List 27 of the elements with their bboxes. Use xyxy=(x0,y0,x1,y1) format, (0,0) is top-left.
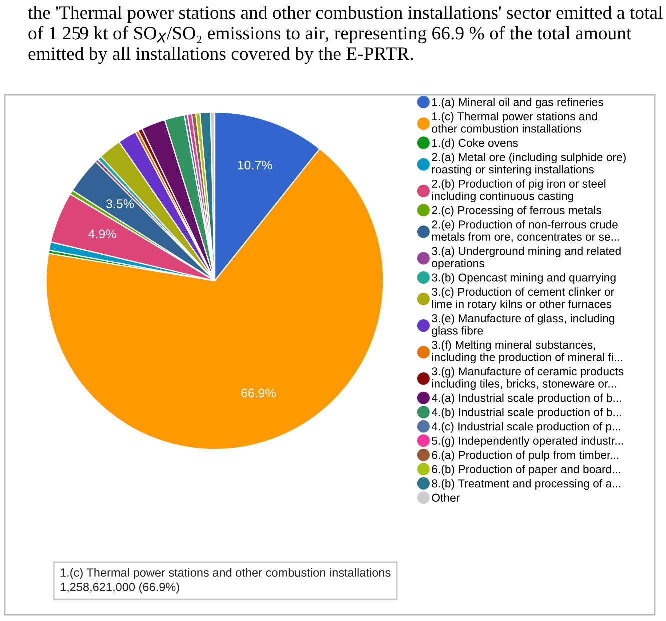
legend-label: 6.(b) Production of paper and board... xyxy=(432,465,621,476)
legend-label: 2.(c) Processing of ferrous metals xyxy=(432,206,602,217)
legend-label: 8.(b) Treatment and processing of a... xyxy=(432,479,621,490)
data-label: 4.9% xyxy=(88,230,116,239)
legend-label: 3.(a) Underground mining and related operations xyxy=(432,246,621,270)
data-label: 3.5% xyxy=(106,200,134,208)
legend-label: 3.(g) Manufacture of ceramic products including tiles, bricks, stoneware or... xyxy=(432,367,624,390)
legend-label: 1.(d) Coke ovens xyxy=(432,138,518,150)
legend-label: 6.(a) Production of pulp from timber... xyxy=(432,450,619,462)
legend-label: 3.(e) Manufacture of glass, including glass fibre xyxy=(432,314,615,338)
legend-label: 1.(c) Thermal power stations and other combustion installations xyxy=(432,112,598,133)
legend-label: 3.(b) Opencast mining and quarrying xyxy=(432,273,616,284)
chart-title: the 'Thermal power stations and other combustion installations' sector emitted a total of 1 259 kt of SO$_{X}$/SO₂ emissions to air, representing 66.9 % of the total amount emitted by all installations covered by the E-PRTR. xyxy=(28,6,663,64)
legend-label: 4.(b) Industrial scale production of b... xyxy=(432,408,622,419)
legend-label: 4.(a) Industrial scale production of b... xyxy=(432,394,622,404)
legend-label: 5.(g) Independently operated industr... xyxy=(432,436,624,448)
data-label: 10.7% xyxy=(238,160,272,170)
legend-label: 4.(c) Industrial scale production of p... xyxy=(432,422,621,433)
legend-label: 3.(c) Production of cement clinker or lime in rotary kilns or other furnaces xyxy=(432,288,614,311)
legend-label: 3.(f) Melting mineral substances, including the production of mineral fi... xyxy=(432,340,622,364)
legend-label: 2.(a) Metal ore (including sulphide ore) roasting or sintering installations xyxy=(432,153,626,176)
legend-label: 2.(e) Production of non-ferrous crude metals from ore, concentrates or se... xyxy=(432,220,620,242)
legend-label: 1.(a) Mineral oil and gas refineries xyxy=(432,98,604,109)
legend-label: 2.(b) Production of pig iron or steel including continuous casting xyxy=(432,180,606,202)
data-label: 66.9% xyxy=(242,388,276,398)
legend-label: Other xyxy=(432,494,460,502)
text: 1.(c) Thermal power stations and other combustion installations 1,258,621,000 (66.9%) xyxy=(60,568,391,594)
